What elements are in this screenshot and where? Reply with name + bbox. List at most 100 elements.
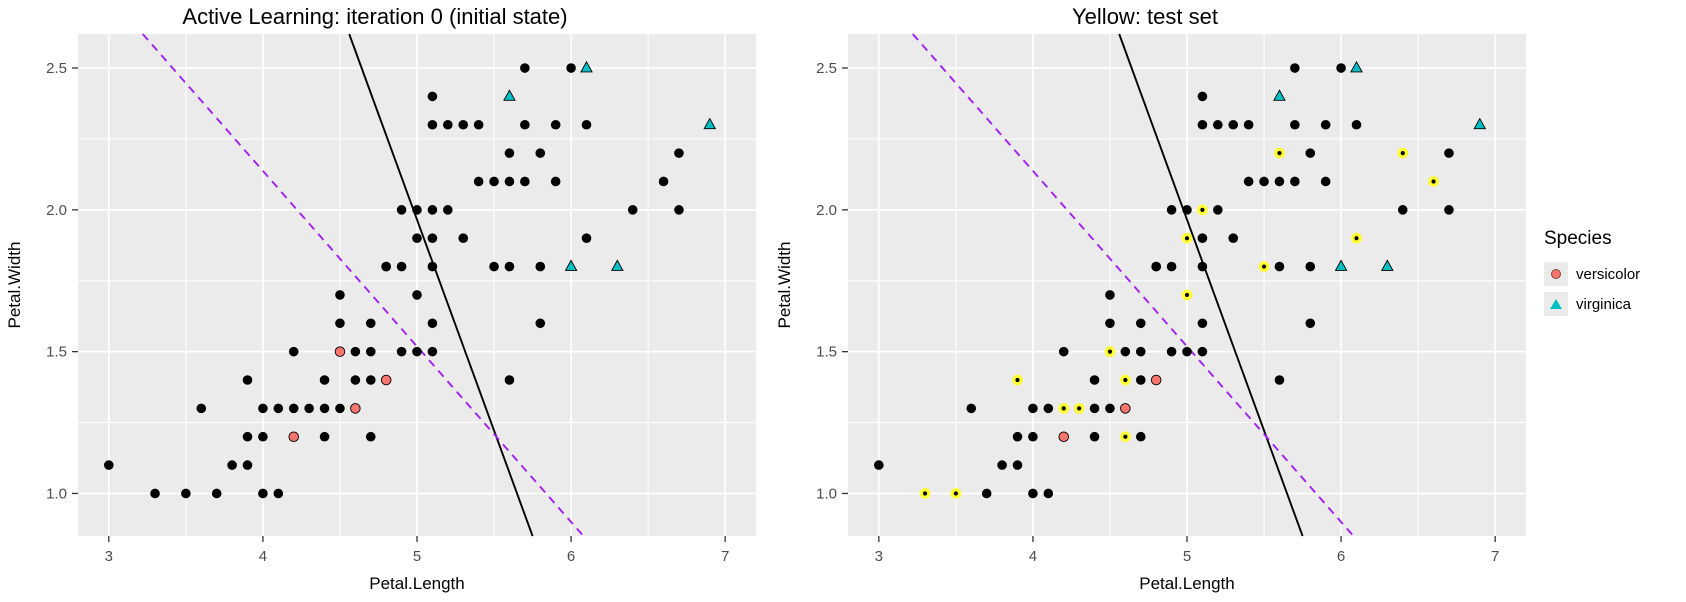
unlabeled-point <box>535 261 546 272</box>
unlabeled-point <box>396 346 407 357</box>
unlabeled-point <box>227 460 237 470</box>
unlabeled-point <box>1166 205 1177 215</box>
unlabeled-point <box>1197 233 1208 244</box>
labeled-virginica-point <box>1350 60 1363 73</box>
x-tick-label: 4 <box>259 548 267 565</box>
unlabeled-point <box>335 403 345 414</box>
x-tick-label: 3 <box>105 548 113 565</box>
x-tick-label: 4 <box>1029 548 1037 565</box>
unlabeled-point <box>1274 176 1285 187</box>
unlabeled-point <box>427 346 438 357</box>
unlabeled-point <box>319 375 330 385</box>
unlabeled-point <box>1274 261 1285 272</box>
unlabeled-point <box>427 205 438 215</box>
labeled-versicolor-point <box>380 374 392 386</box>
unlabeled-point <box>427 318 438 329</box>
unlabeled-point <box>273 488 284 499</box>
unlabeled-point <box>1058 346 1069 357</box>
unlabeled-point <box>981 488 992 499</box>
classifier-boundary-solid <box>348 33 534 537</box>
x-tick-label: 5 <box>413 548 421 565</box>
legend-label-versicolor: versicolor <box>1576 265 1641 283</box>
labeled-virginica-point <box>1380 259 1394 271</box>
unlabeled-point <box>1012 460 1023 470</box>
y-tick-label: 1.5 <box>46 344 67 361</box>
classifier-boundary-solid <box>1118 33 1304 537</box>
legend-label-virginica: virginica <box>1576 295 1632 313</box>
unlabeled-point <box>1290 63 1300 73</box>
chart-right-test-set: 3 4 5 6 7 1.0 1.5 2.0 2.5 Yellow: test set Petal.L… <box>775 4 1526 593</box>
unlabeled-point <box>1243 119 1254 130</box>
unlabeled-point <box>1305 318 1316 329</box>
labeled-versicolor-point <box>334 346 346 357</box>
unlabeled-point <box>458 233 469 244</box>
unlabeled-point <box>288 346 299 357</box>
unlabeled-point <box>1444 148 1454 158</box>
test-set-point-center <box>1277 151 1282 156</box>
unlabeled-point <box>566 63 576 73</box>
unlabeled-point <box>443 205 453 215</box>
test-set-point-center <box>1431 179 1436 184</box>
x-tick-label: 7 <box>1491 548 1499 565</box>
legend-key <box>1544 262 1568 286</box>
panel-title: Yellow: test set <box>1072 4 1218 29</box>
unlabeled-point <box>1197 318 1208 329</box>
unlabeled-point <box>1320 119 1331 130</box>
y-tick-label: 1.0 <box>816 485 837 502</box>
test-set-point-center <box>1107 349 1113 354</box>
unlabeled-point <box>1043 403 1054 414</box>
versicolor-marker-icon <box>1551 269 1561 279</box>
unlabeled-point <box>412 205 422 215</box>
unlabeled-point <box>1197 346 1208 357</box>
x-axis-label: Petal.Length <box>1139 574 1234 593</box>
unlabeled-point <box>458 119 469 130</box>
unlabeled-point <box>1274 375 1285 385</box>
unlabeled-point <box>997 460 1007 470</box>
unlabeled-point <box>335 290 345 300</box>
unlabeled-point <box>319 431 330 442</box>
labeled-virginica-point <box>580 60 593 73</box>
labeled-virginica-point <box>610 259 624 271</box>
labeled-virginica-point <box>1334 259 1348 271</box>
y-tick-label: 2.5 <box>46 60 67 77</box>
unlabeled-point <box>1012 431 1023 442</box>
unlabeled-point <box>1397 205 1408 215</box>
unlabeled-point <box>150 488 160 499</box>
unlabeled-point <box>489 176 499 187</box>
unlabeled-point <box>674 205 684 215</box>
y-tick-label: 2.0 <box>46 202 67 219</box>
test-set-point-center <box>1354 236 1359 241</box>
unlabeled-point <box>242 460 253 470</box>
x-tick-label: 5 <box>1183 548 1191 565</box>
unlabeled-point <box>211 488 222 499</box>
unlabeled-point <box>350 346 361 357</box>
unlabeled-point <box>258 403 268 414</box>
unlabeled-point <box>1043 488 1054 499</box>
legend-key <box>1544 292 1568 316</box>
unlabeled-point <box>535 148 546 158</box>
y-tick-label: 2.0 <box>816 202 837 219</box>
y-tick-label: 1.5 <box>816 344 837 361</box>
test-set-point-center <box>1015 377 1020 383</box>
y-axis-label: Petal.Width <box>5 242 24 329</box>
test-set-point-center <box>1184 292 1190 298</box>
unlabeled-point <box>520 63 530 73</box>
legend-title: Species <box>1544 228 1612 249</box>
unlabeled-point <box>1166 261 1177 272</box>
test-set-point-center <box>1261 264 1267 269</box>
labeled-versicolor-point <box>1058 431 1069 442</box>
unlabeled-point <box>381 261 391 272</box>
test-set-point-center <box>1200 207 1205 212</box>
labeled-versicolor-point <box>288 431 299 442</box>
test-set-point-center <box>922 491 928 496</box>
unlabeled-point <box>658 176 669 187</box>
test-set-point-center <box>1061 406 1066 411</box>
labeled-versicolor-point <box>350 403 361 414</box>
legend-item-versicolor: versicolor <box>1544 262 1686 286</box>
unlabeled-point <box>242 375 253 385</box>
unlabeled-point <box>1151 261 1161 272</box>
unlabeled-point <box>1028 488 1038 499</box>
unlabeled-point <box>365 318 376 329</box>
unlabeled-point <box>1089 375 1100 385</box>
